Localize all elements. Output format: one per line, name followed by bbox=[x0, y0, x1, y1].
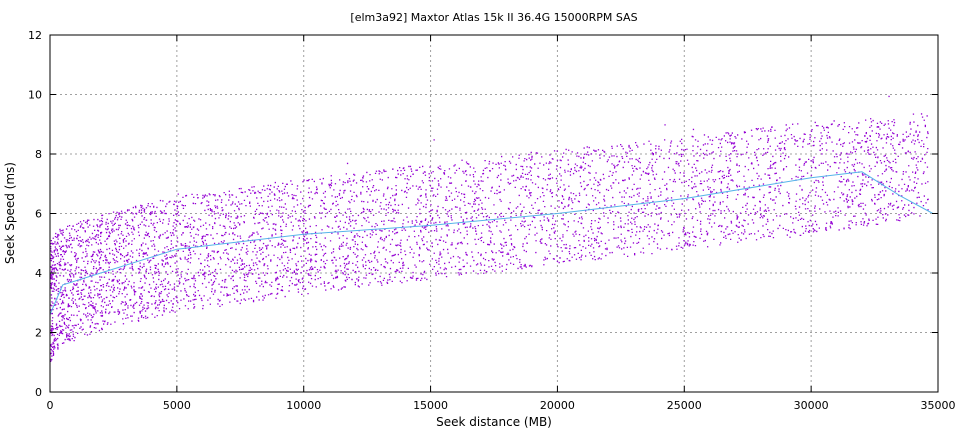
y-tick-label: 12 bbox=[28, 29, 42, 42]
y-tick-label: 10 bbox=[28, 89, 42, 102]
x-tick-label: 20000 bbox=[540, 399, 575, 412]
x-tick-label: 25000 bbox=[667, 399, 702, 412]
y-tick-label: 0 bbox=[35, 386, 42, 399]
y-tick-label: 4 bbox=[35, 267, 42, 280]
grid-lines bbox=[50, 35, 938, 392]
y-axis-ticks: 0 2 4 6 8 10 12 bbox=[28, 29, 938, 399]
plot-frame bbox=[49, 34, 939, 393]
x-tick-label: 30000 bbox=[794, 399, 829, 412]
scatter-points bbox=[50, 95, 929, 363]
chart-title: [elm3a92] Maxtor Atlas 15k II 36.4G 1500… bbox=[350, 11, 637, 24]
x-tick-label: 10000 bbox=[286, 399, 321, 412]
x-tick-label: 15000 bbox=[413, 399, 448, 412]
x-axis-label: Seek distance (MB) bbox=[436, 415, 552, 429]
y-tick-label: 8 bbox=[35, 148, 42, 161]
scatter-point-cloud bbox=[50, 95, 929, 363]
x-tick-label: 0 bbox=[47, 399, 54, 412]
trend-line bbox=[49, 171, 934, 315]
x-tick-label: 35000 bbox=[921, 399, 956, 412]
y-tick-label: 2 bbox=[35, 327, 42, 340]
x-axis-ticks: 0 5000 10000 15000 20000 25000 30000 35000 bbox=[47, 35, 956, 412]
y-tick-label: 6 bbox=[35, 208, 42, 221]
y-axis-label: Seek Speed (ms) bbox=[3, 162, 17, 264]
x-tick-label: 5000 bbox=[163, 399, 191, 412]
